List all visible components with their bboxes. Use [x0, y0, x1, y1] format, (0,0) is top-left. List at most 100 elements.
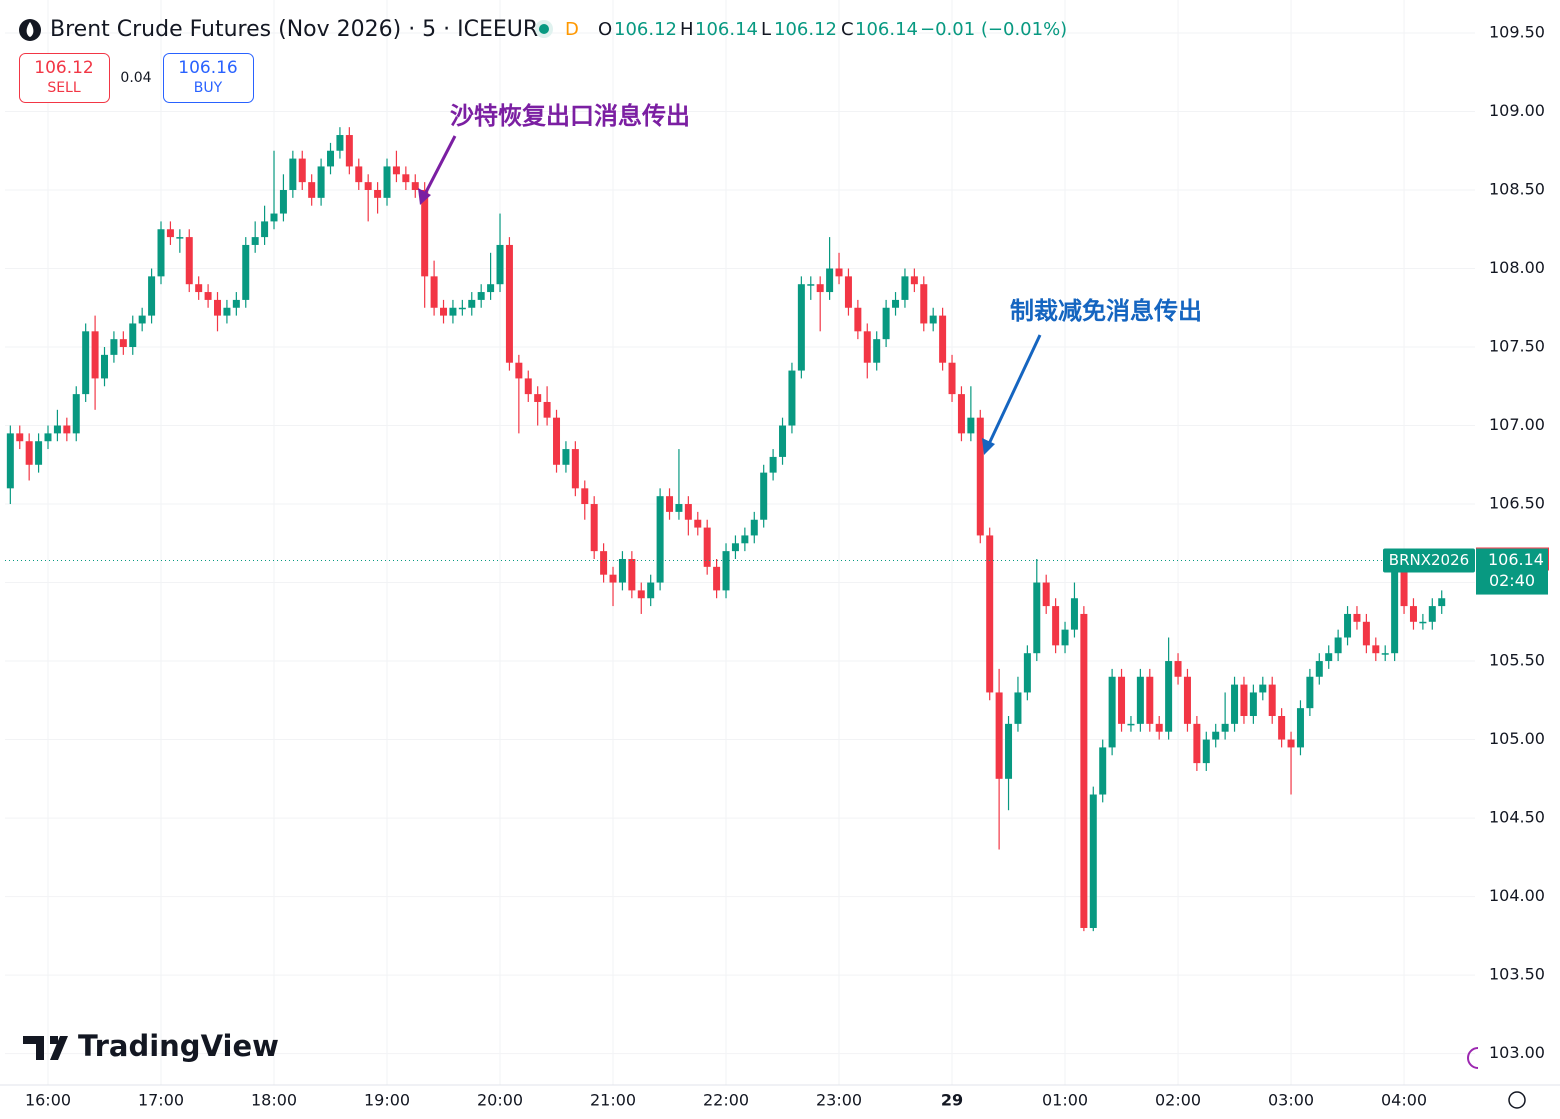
candle-body: [72, 394, 80, 434]
candle-body: [242, 244, 250, 300]
x-tick-label: 23:00: [816, 1091, 862, 1110]
candle-body: [609, 574, 617, 583]
candle-body: [684, 504, 692, 520]
candle-body: [232, 299, 240, 308]
candle-body: [571, 449, 579, 489]
candle-body: [844, 276, 852, 308]
candle-body: [421, 189, 429, 277]
candle-body: [270, 213, 278, 222]
candle-body: [214, 299, 222, 316]
candle-body: [1249, 692, 1257, 717]
sell-button[interactable]: [19, 53, 110, 103]
candle-body: [374, 189, 382, 198]
annotation-arrow: [986, 334, 1042, 447]
candle-body: [1315, 661, 1323, 677]
status-dot: [539, 24, 549, 34]
candle-body: [496, 244, 504, 285]
candle-body: [1061, 629, 1069, 646]
candle-body: [1268, 684, 1276, 717]
candle-body: [223, 307, 231, 316]
candle-body: [1278, 716, 1286, 740]
candle-body: [628, 558, 636, 591]
candle-body: [1193, 723, 1201, 764]
sell-price: 106.12: [34, 58, 93, 78]
candle-body: [722, 551, 730, 591]
candle-body: [826, 268, 834, 293]
candle-body: [383, 166, 391, 198]
symbol-label: BRNX2026: [1389, 551, 1469, 569]
sell-label: SELL: [47, 80, 81, 96]
h-value: 106.14: [695, 19, 758, 40]
candle-body: [1108, 676, 1116, 748]
candle-body: [35, 441, 43, 465]
candle-body: [1296, 708, 1304, 748]
candle-body: [251, 237, 259, 245]
candle-body: [524, 378, 532, 395]
candle-body: [562, 449, 570, 465]
candle-body: [63, 425, 71, 434]
candle-body: [1136, 676, 1144, 724]
candle-body: [675, 504, 683, 512]
candle-body: [468, 299, 476, 308]
candle-body: [82, 331, 90, 395]
h-label: H: [680, 19, 694, 40]
candle-body: [873, 339, 881, 363]
candle-body: [327, 150, 335, 167]
candle-body: [1419, 621, 1427, 624]
candle-body: [279, 189, 287, 214]
candle-body: [1259, 684, 1267, 693]
candle-body: [449, 307, 457, 316]
l-label: L: [761, 19, 771, 40]
y-tick-label: 108.50: [1489, 179, 1545, 198]
candle-body: [16, 433, 24, 442]
y-tick-label: 103.00: [1489, 1043, 1545, 1062]
candle-body: [600, 551, 608, 575]
candle-body: [411, 182, 419, 190]
last-price-label: 106.14: [1488, 550, 1544, 569]
candle-body: [402, 174, 410, 183]
symbol-drop: [26, 22, 34, 37]
candle-body: [364, 182, 372, 190]
buy-button[interactable]: [163, 53, 254, 103]
candle-body: [101, 354, 109, 379]
last-price-box: [1476, 548, 1548, 595]
candle-body: [1372, 645, 1380, 654]
candle-body: [1155, 723, 1163, 732]
candle-body: [1089, 794, 1097, 928]
candle-body: [1353, 613, 1361, 622]
candle-body: [1212, 731, 1220, 740]
buy-label: BUY: [194, 80, 223, 96]
candle-body: [769, 456, 777, 473]
candle-body: [882, 307, 890, 340]
candle-body: [477, 292, 485, 300]
o-value: 106.12: [614, 19, 677, 40]
alert-icon: [1467, 1047, 1479, 1069]
settings-icon[interactable]: [1508, 1091, 1526, 1109]
x-tick-label: 21:00: [590, 1091, 636, 1110]
candle-body: [392, 166, 400, 175]
candle-body: [25, 441, 33, 465]
candle-body: [1362, 621, 1370, 646]
x-tick-label: 04:00: [1381, 1091, 1427, 1110]
spread: 0.04: [120, 70, 151, 86]
candle-body: [779, 425, 787, 457]
candle-body: [148, 276, 156, 316]
y-tick-label: 109.00: [1489, 101, 1545, 120]
candle-body: [298, 158, 306, 183]
candle-body: [119, 339, 127, 348]
y-tick-label: 103.50: [1489, 965, 1545, 984]
candle-body: [1428, 606, 1436, 622]
candle-body: [892, 299, 900, 308]
symbol-tag: [1383, 548, 1475, 573]
candle-body: [166, 229, 174, 238]
candle-body: [1287, 739, 1295, 748]
candle-body: [703, 527, 711, 567]
o-label: O: [598, 19, 612, 40]
candle-body: [1344, 613, 1352, 638]
candle-body: [1306, 676, 1314, 709]
candle-body: [656, 496, 664, 583]
candle-body: [487, 284, 495, 293]
candle-body: [430, 276, 438, 308]
